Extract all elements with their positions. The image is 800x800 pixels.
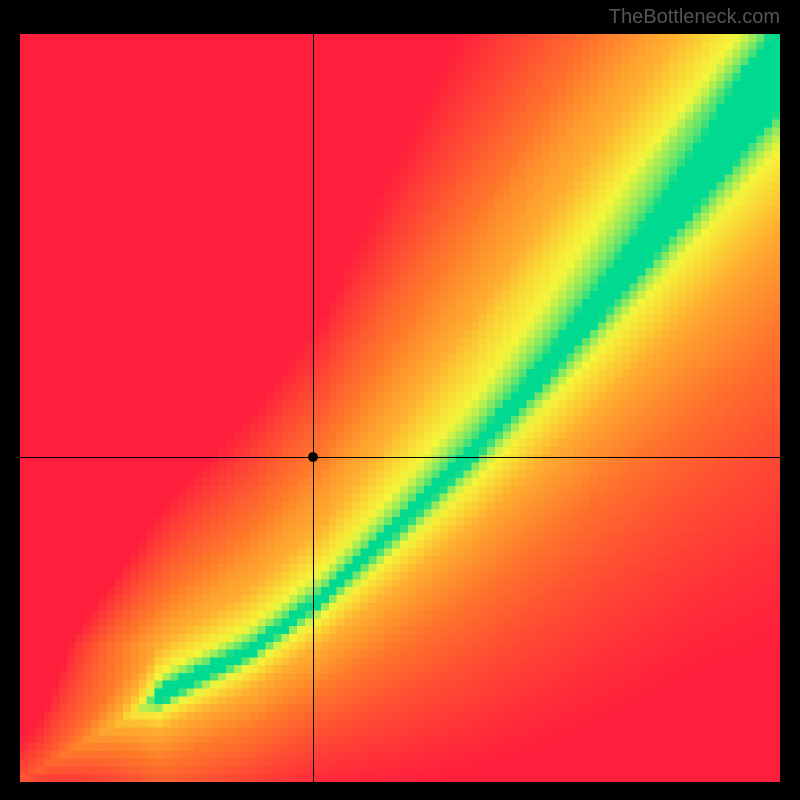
crosshair-horizontal bbox=[20, 457, 780, 458]
chart-container: TheBottleneck.com bbox=[0, 0, 800, 800]
plot-area bbox=[20, 34, 780, 782]
crosshair-marker-dot bbox=[308, 452, 318, 462]
crosshair-vertical bbox=[313, 34, 314, 782]
watermark-text: TheBottleneck.com bbox=[609, 6, 780, 29]
heatmap-canvas bbox=[20, 34, 780, 782]
